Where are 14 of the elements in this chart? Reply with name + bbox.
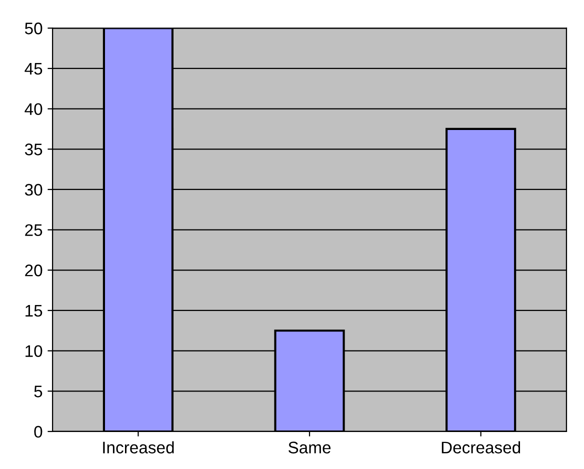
y-tick-label: 0 <box>34 426 42 438</box>
y-tick-label: 10 <box>26 345 42 358</box>
y-tick-label: 50 <box>24 22 42 34</box>
y-tick-label: 15 <box>26 305 42 317</box>
y-tick-label: 35 <box>24 144 42 156</box>
y-tick-label: 30 <box>24 184 42 196</box>
y-tick-label: 25 <box>25 224 42 236</box>
y-tick-label: 5 <box>34 386 42 398</box>
x-tick-label: Increased <box>103 441 174 454</box>
x-tick-label: Same <box>288 442 331 454</box>
y-tick-label: 40 <box>24 103 42 116</box>
y-tick-label: 20 <box>25 264 42 276</box>
y-tick-label: 45 <box>24 63 42 75</box>
x-tick-label: Decreased <box>442 441 520 454</box>
